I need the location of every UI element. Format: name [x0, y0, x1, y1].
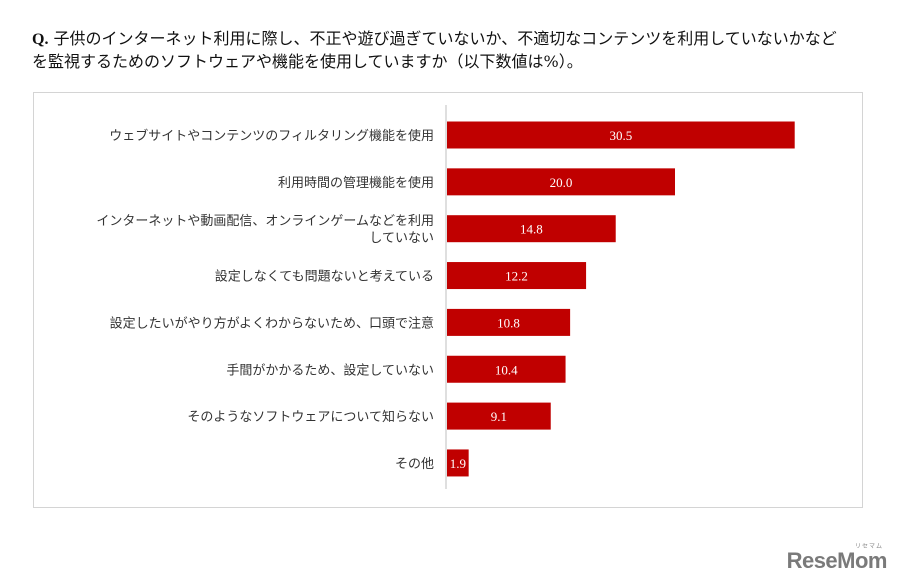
logo-subtext: リセマム	[854, 544, 883, 550]
question-prefix: Q.	[32, 31, 49, 48]
data-label: 10.8	[497, 315, 520, 330]
category-label: インターネットや動画配信、オンラインゲームなどを利用	[96, 214, 434, 229]
bar	[447, 262, 587, 290]
bar	[447, 308, 571, 336]
category-label: していない	[369, 231, 434, 246]
data-label: 12.2	[505, 269, 528, 284]
bar	[447, 402, 551, 430]
bar-chart: 30.5 ウェブサイトやコンテンツのフィルタリング機能を使用 20.0 利用時間の管理…	[96, 105, 795, 489]
category-label: 利用時間の管理機能を使用	[278, 175, 434, 191]
question-text: Q. 子供のインターネット利用に際し、不正や遊び過ぎていないか、不適切なコンテン…	[32, 28, 852, 73]
chart-frame: 30.5 ウェブサイトやコンテンツのフィルタリング機能を使用 20.0 利用時間の管理…	[33, 92, 863, 508]
category-label: ウェブサイトやコンテンツのフィルタリング機能を使用	[109, 128, 434, 144]
bar	[447, 215, 616, 243]
bar	[447, 355, 566, 383]
category-label: そのようなソフトウェアについて知らない	[187, 409, 434, 425]
category-label: 設定しなくても問題ないと考えている	[215, 269, 434, 285]
data-label: 20.0	[550, 175, 573, 190]
category-label: その他	[395, 457, 434, 472]
data-label: 30.5	[609, 128, 632, 143]
bar	[447, 449, 469, 477]
data-label: 9.1	[491, 409, 507, 424]
bar	[447, 168, 675, 196]
data-label: 10.4	[495, 362, 518, 377]
bar	[447, 121, 795, 149]
category-label: 設定したいがやり方がよくわからないため、口頭で注意	[110, 315, 434, 331]
question-body: 子供のインターネット利用に際し、不正や遊び過ぎていないか、不適切なコンテンツを利…	[32, 29, 837, 71]
resemom-logo: リセマム ReseMom	[786, 544, 888, 574]
data-label: 1.9	[450, 456, 466, 471]
category-label: 手間がかかるため、設定していない	[226, 362, 434, 378]
data-label: 14.8	[520, 222, 543, 237]
logo-text: ReseMom	[786, 548, 888, 573]
